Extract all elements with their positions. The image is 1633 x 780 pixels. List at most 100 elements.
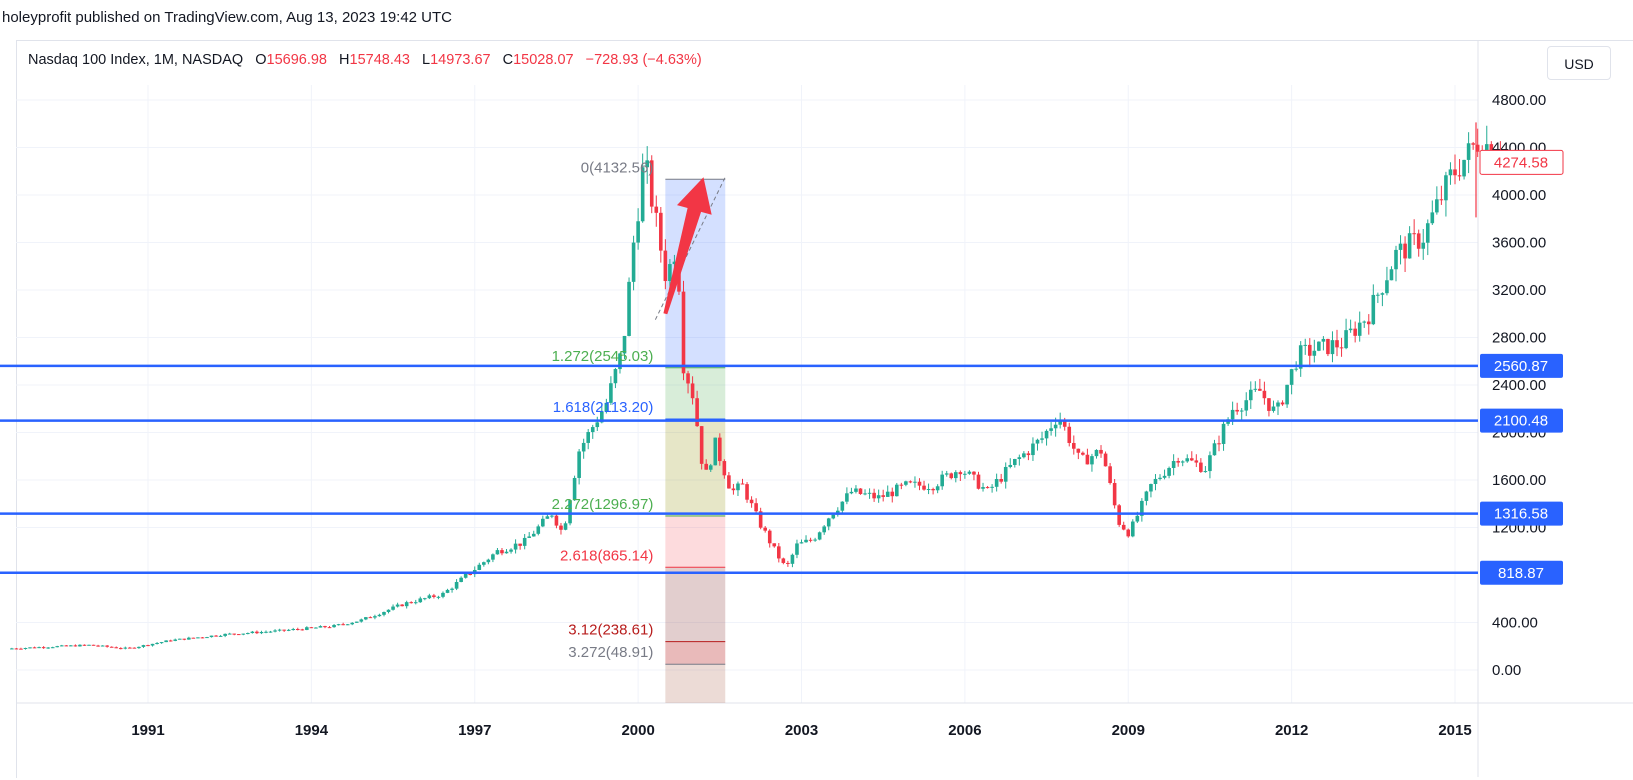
candle-body xyxy=(1199,462,1203,472)
candle-body xyxy=(994,479,999,487)
candle-body xyxy=(1330,340,1335,355)
candle-body xyxy=(777,546,781,559)
candle-body xyxy=(509,549,513,552)
candle-body xyxy=(1466,143,1471,160)
candle-body xyxy=(445,589,450,593)
candle-body xyxy=(1453,169,1457,176)
candle-body xyxy=(55,646,60,648)
candle-body xyxy=(1457,175,1462,177)
candle-body xyxy=(1294,368,1298,370)
last-price-tag-bg xyxy=(1479,149,1564,175)
candle-body xyxy=(718,437,722,462)
candle-body xyxy=(659,212,663,251)
candle-body xyxy=(908,481,913,483)
high-value: 15748.43 xyxy=(349,52,410,68)
annotation-arrow xyxy=(663,177,712,315)
chart-pane[interactable] xyxy=(16,40,1633,778)
candle-body xyxy=(345,624,350,626)
candle-body xyxy=(817,532,822,540)
candle-body xyxy=(1366,321,1371,325)
candle-body xyxy=(627,281,631,336)
candle-body xyxy=(1090,456,1094,465)
time-axis-label: 1997 xyxy=(458,722,491,739)
candle-body xyxy=(1085,454,1090,465)
candle-body xyxy=(1394,249,1398,270)
candle-body xyxy=(1180,461,1185,463)
candle-body xyxy=(981,487,985,489)
candle-body xyxy=(382,612,386,615)
candle-body xyxy=(413,602,418,604)
candle-body xyxy=(291,629,296,631)
change-value: −728.93 (−4.63%) xyxy=(585,52,702,68)
candle-body xyxy=(227,633,232,635)
price-axis-label: 0.00 xyxy=(1492,662,1521,679)
candle-body xyxy=(600,411,604,423)
candle-body xyxy=(1158,477,1162,479)
candle-body xyxy=(314,627,318,629)
candle-body xyxy=(804,539,808,543)
candle-body xyxy=(1076,448,1081,453)
candle-body xyxy=(967,471,972,474)
candle-body xyxy=(295,629,300,631)
candle-body xyxy=(1448,169,1453,176)
candle-body xyxy=(799,542,804,544)
candle-body xyxy=(1321,338,1326,342)
candle-body xyxy=(1239,410,1244,412)
candle-body xyxy=(1221,423,1226,444)
candle-body xyxy=(78,644,82,647)
candle-body xyxy=(118,648,123,650)
candle-body xyxy=(1067,426,1072,443)
candle-body xyxy=(1376,294,1380,296)
candle-body xyxy=(876,495,881,499)
candle-body xyxy=(200,637,205,639)
candle-body xyxy=(1121,524,1126,530)
candle-body xyxy=(1271,406,1276,411)
candle-body xyxy=(586,432,591,443)
candle-body xyxy=(64,645,69,647)
candle-body xyxy=(1026,453,1031,456)
fib-level-label: 2.272(1296.97) xyxy=(552,496,654,513)
currency-button[interactable]: USD xyxy=(1547,46,1611,80)
candle-body xyxy=(972,471,976,475)
candle-body xyxy=(354,621,359,623)
candle-body xyxy=(500,550,504,554)
candle-body xyxy=(59,645,64,647)
candle-body xyxy=(790,554,795,564)
candle-body xyxy=(813,539,817,541)
time-axis-label: 2006 xyxy=(948,722,981,739)
candle-body xyxy=(277,629,282,631)
candle-body xyxy=(1276,402,1280,407)
candle-body xyxy=(504,551,509,554)
price-tag-bg xyxy=(1480,560,1563,585)
candle-body xyxy=(441,592,445,597)
candle-body xyxy=(885,491,890,497)
candle-body xyxy=(463,574,468,578)
candle-body xyxy=(1003,466,1008,482)
fib-level-label: 0(4132.56) xyxy=(581,159,654,176)
candle-body xyxy=(1035,439,1040,444)
candle-body xyxy=(1298,345,1303,369)
candle-body xyxy=(840,501,845,511)
candle-body xyxy=(28,647,32,649)
candle-body xyxy=(686,373,690,384)
candle-body xyxy=(1425,223,1430,243)
candle-body xyxy=(1253,388,1258,390)
candle-body xyxy=(536,526,541,534)
candle-body xyxy=(1112,482,1117,506)
time-axis-label: 2012 xyxy=(1275,722,1308,739)
candle-body xyxy=(595,422,600,428)
price-tag-label: 1316.58 xyxy=(1494,506,1548,523)
candle-body xyxy=(264,631,268,633)
candle-body xyxy=(1144,491,1149,501)
candle-body xyxy=(727,475,731,489)
candle-body xyxy=(1153,478,1158,485)
candle-body xyxy=(214,635,218,637)
candle-body xyxy=(895,484,899,497)
candle-body xyxy=(450,588,454,590)
candle-body xyxy=(105,645,109,647)
candle-body xyxy=(141,645,146,647)
candle-body xyxy=(545,516,550,519)
candle-body xyxy=(1475,144,1480,152)
candle-body xyxy=(41,647,46,649)
